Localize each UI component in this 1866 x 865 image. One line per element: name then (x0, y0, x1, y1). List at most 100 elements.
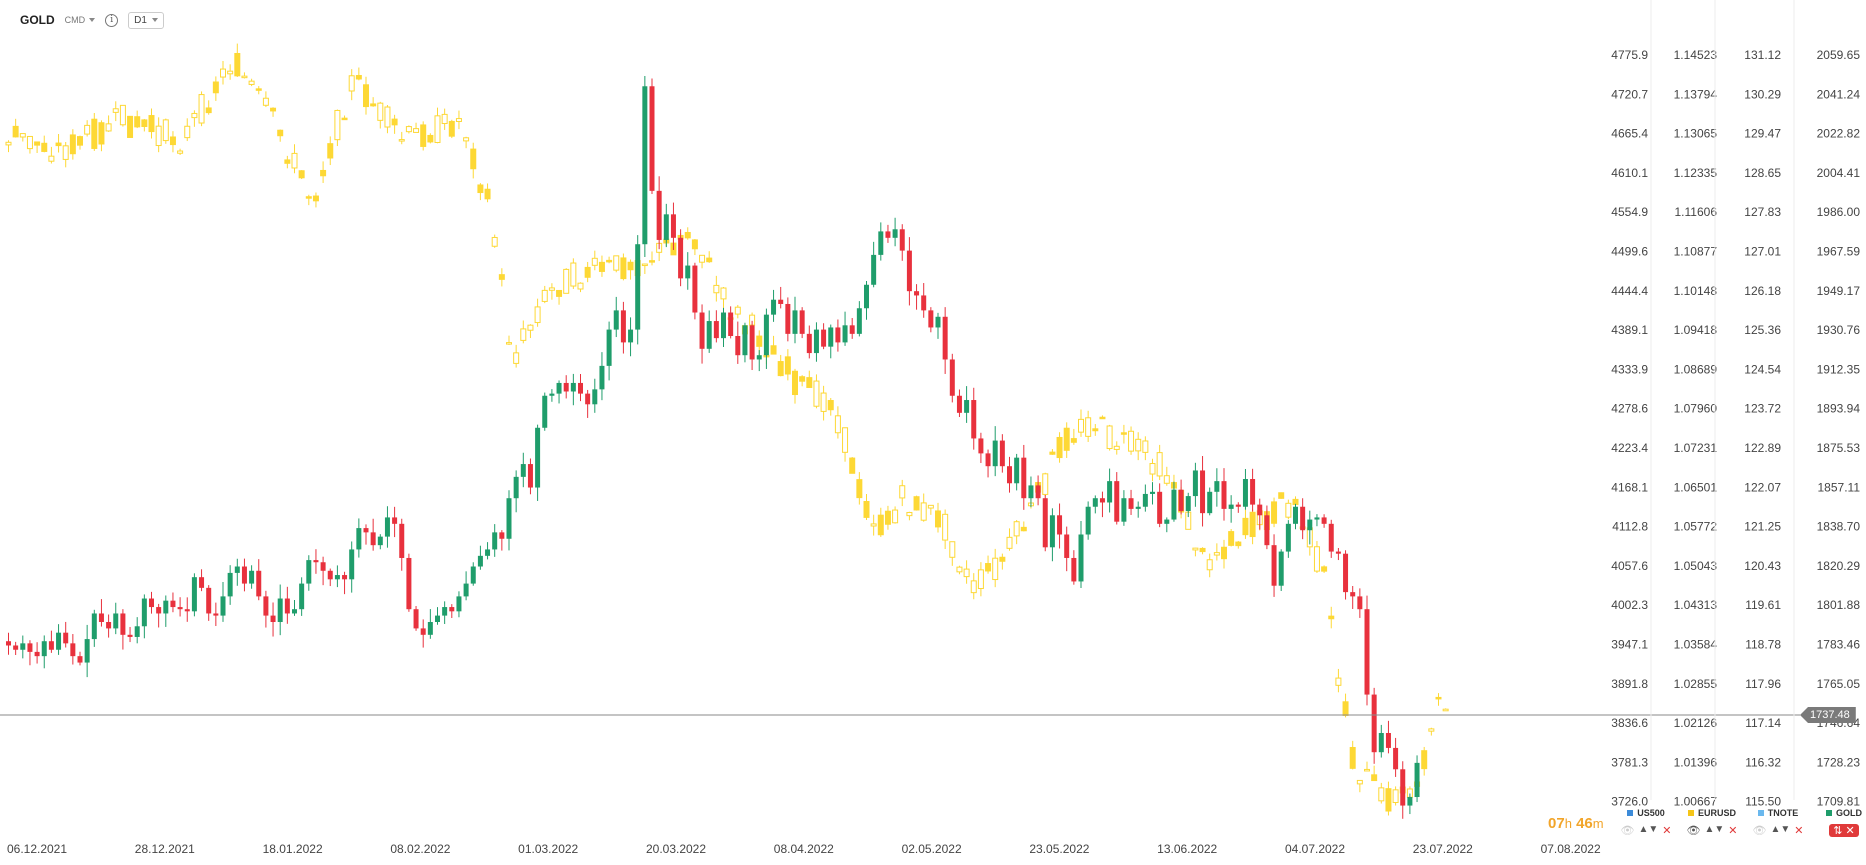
gold-axis-label: 2004.41 (1817, 166, 1861, 180)
gold-candle (728, 306, 734, 339)
gold-axis-label: 1930.76 (1817, 323, 1861, 337)
gold-candle (263, 590, 269, 628)
eurusd-candle (205, 100, 212, 115)
eurusd-candle (684, 227, 691, 240)
eurusd-candle (856, 472, 863, 505)
x-tick-label: 08.04.2022 (774, 842, 834, 856)
gold-candle (1264, 505, 1270, 550)
gold-candle (420, 619, 426, 648)
reorder-icon[interactable]: ▲▼ (1770, 824, 1791, 835)
eurusd-candle (384, 104, 391, 134)
eurusd-candle (792, 368, 798, 404)
tnote-axis-label: 122.89 (1744, 441, 1781, 455)
gold-candle (892, 217, 898, 247)
gold-candle (663, 203, 669, 248)
eurusd-candle (513, 344, 520, 368)
eurusd-candle (913, 495, 920, 511)
eurusd-candle (498, 268, 505, 287)
eurusd-candle (370, 97, 377, 107)
gold-candle (1321, 514, 1327, 528)
gold-candle (1057, 503, 1063, 549)
gold-axis-label: 1893.94 (1817, 402, 1861, 416)
eurusd-axis-label: 1.05043 (1674, 559, 1718, 573)
eurusd-candle (234, 43, 241, 77)
close-icon[interactable]: ✕ (1845, 825, 1855, 837)
gold-candle-series (6, 76, 1420, 819)
gold-candle (1178, 479, 1184, 515)
eurusd-candle (506, 335, 512, 345)
eurusd-candle (834, 406, 841, 439)
close-icon[interactable]: ✕ (1794, 825, 1804, 837)
close-icon[interactable]: ✕ (1728, 825, 1738, 837)
close-icon[interactable]: ✕ (1662, 825, 1672, 837)
gold-axis-label: 1857.11 (1818, 480, 1861, 494)
eurusd-candle (1228, 528, 1235, 547)
gold-candle (527, 458, 533, 495)
eye-icon[interactable]: 👁 (1752, 825, 1767, 837)
gold-candle (127, 626, 133, 643)
reorder-icon[interactable]: ▲▼ (1638, 824, 1659, 835)
timer-hours: 07 (1548, 815, 1565, 832)
eurusd-candle (1321, 565, 1328, 573)
eurusd-candle (1142, 436, 1149, 461)
gold-candle (849, 318, 855, 339)
eurusd-candle (1128, 426, 1135, 455)
gold-candle (613, 296, 619, 338)
eurusd-candle (620, 253, 627, 281)
gold-candle (992, 426, 998, 477)
eye-icon[interactable]: 👁 (1686, 825, 1701, 837)
gold-candle (113, 602, 119, 635)
tnote-axis-label: 128.65 (1744, 166, 1781, 180)
gold-candle (585, 389, 591, 418)
gold-candle (1335, 547, 1341, 561)
eurusd-candle (198, 91, 205, 127)
settings-icon[interactable]: ⇅ (1833, 825, 1843, 837)
gold-candle (1114, 472, 1120, 525)
eurusd-candle (899, 479, 906, 507)
symbol-label[interactable]: GOLD (20, 13, 55, 27)
timeframe-dropdown[interactable]: D1 (128, 11, 164, 29)
eye-icon[interactable]: 👁 (1620, 825, 1635, 837)
eurusd-candle (1120, 424, 1127, 444)
eurusd-candle (985, 555, 992, 574)
gold-axis-label: 1949.17 (1817, 284, 1861, 298)
market-dropdown[interactable]: CMD (65, 15, 96, 25)
gold-candle (256, 559, 262, 601)
gold-candle (806, 325, 812, 359)
gold-candle (792, 296, 798, 344)
gold-candle (1364, 595, 1370, 706)
gold-candle (435, 607, 440, 625)
reorder-icon[interactable]: ▲▼ (1704, 824, 1725, 835)
legend-name: US500 (1637, 808, 1665, 818)
gold-candle (234, 558, 240, 586)
eurusd-candle (1135, 432, 1142, 461)
gold-candle (856, 301, 862, 337)
eurusd-candle (255, 86, 262, 95)
gold-series-controls[interactable]: ⇅ ✕ (1829, 824, 1859, 837)
gold-axis-label: 2022.82 (1817, 127, 1861, 141)
eurusd-candle (699, 254, 706, 269)
eurusd-candle (227, 64, 234, 80)
eurusd-candle (391, 114, 398, 134)
eurusd-axis-label: 1.03584 (1674, 638, 1718, 652)
eurusd-candle (720, 286, 727, 309)
eurusd-candle (398, 131, 405, 145)
gold-axis-label: 1967.59 (1817, 245, 1861, 259)
gold-candle (91, 609, 97, 647)
info-icon[interactable]: i (105, 13, 119, 27)
eurusd-candle (1392, 786, 1399, 806)
eurusd-candle (1163, 466, 1170, 486)
gold-candle (685, 252, 691, 290)
eurusd-candle (405, 125, 412, 134)
legend-name: EURUSD (1697, 808, 1736, 818)
gold-candle (442, 601, 448, 624)
gold-candle (370, 518, 376, 551)
gold-candle (842, 311, 848, 346)
us500-axis-label: 3726.0 (1611, 795, 1648, 809)
gold-candle (742, 322, 748, 363)
eurusd-candle (1378, 782, 1385, 804)
eurusd-candle (5, 140, 12, 153)
eurusd-candle (341, 115, 348, 121)
eurusd-candle (270, 107, 277, 117)
